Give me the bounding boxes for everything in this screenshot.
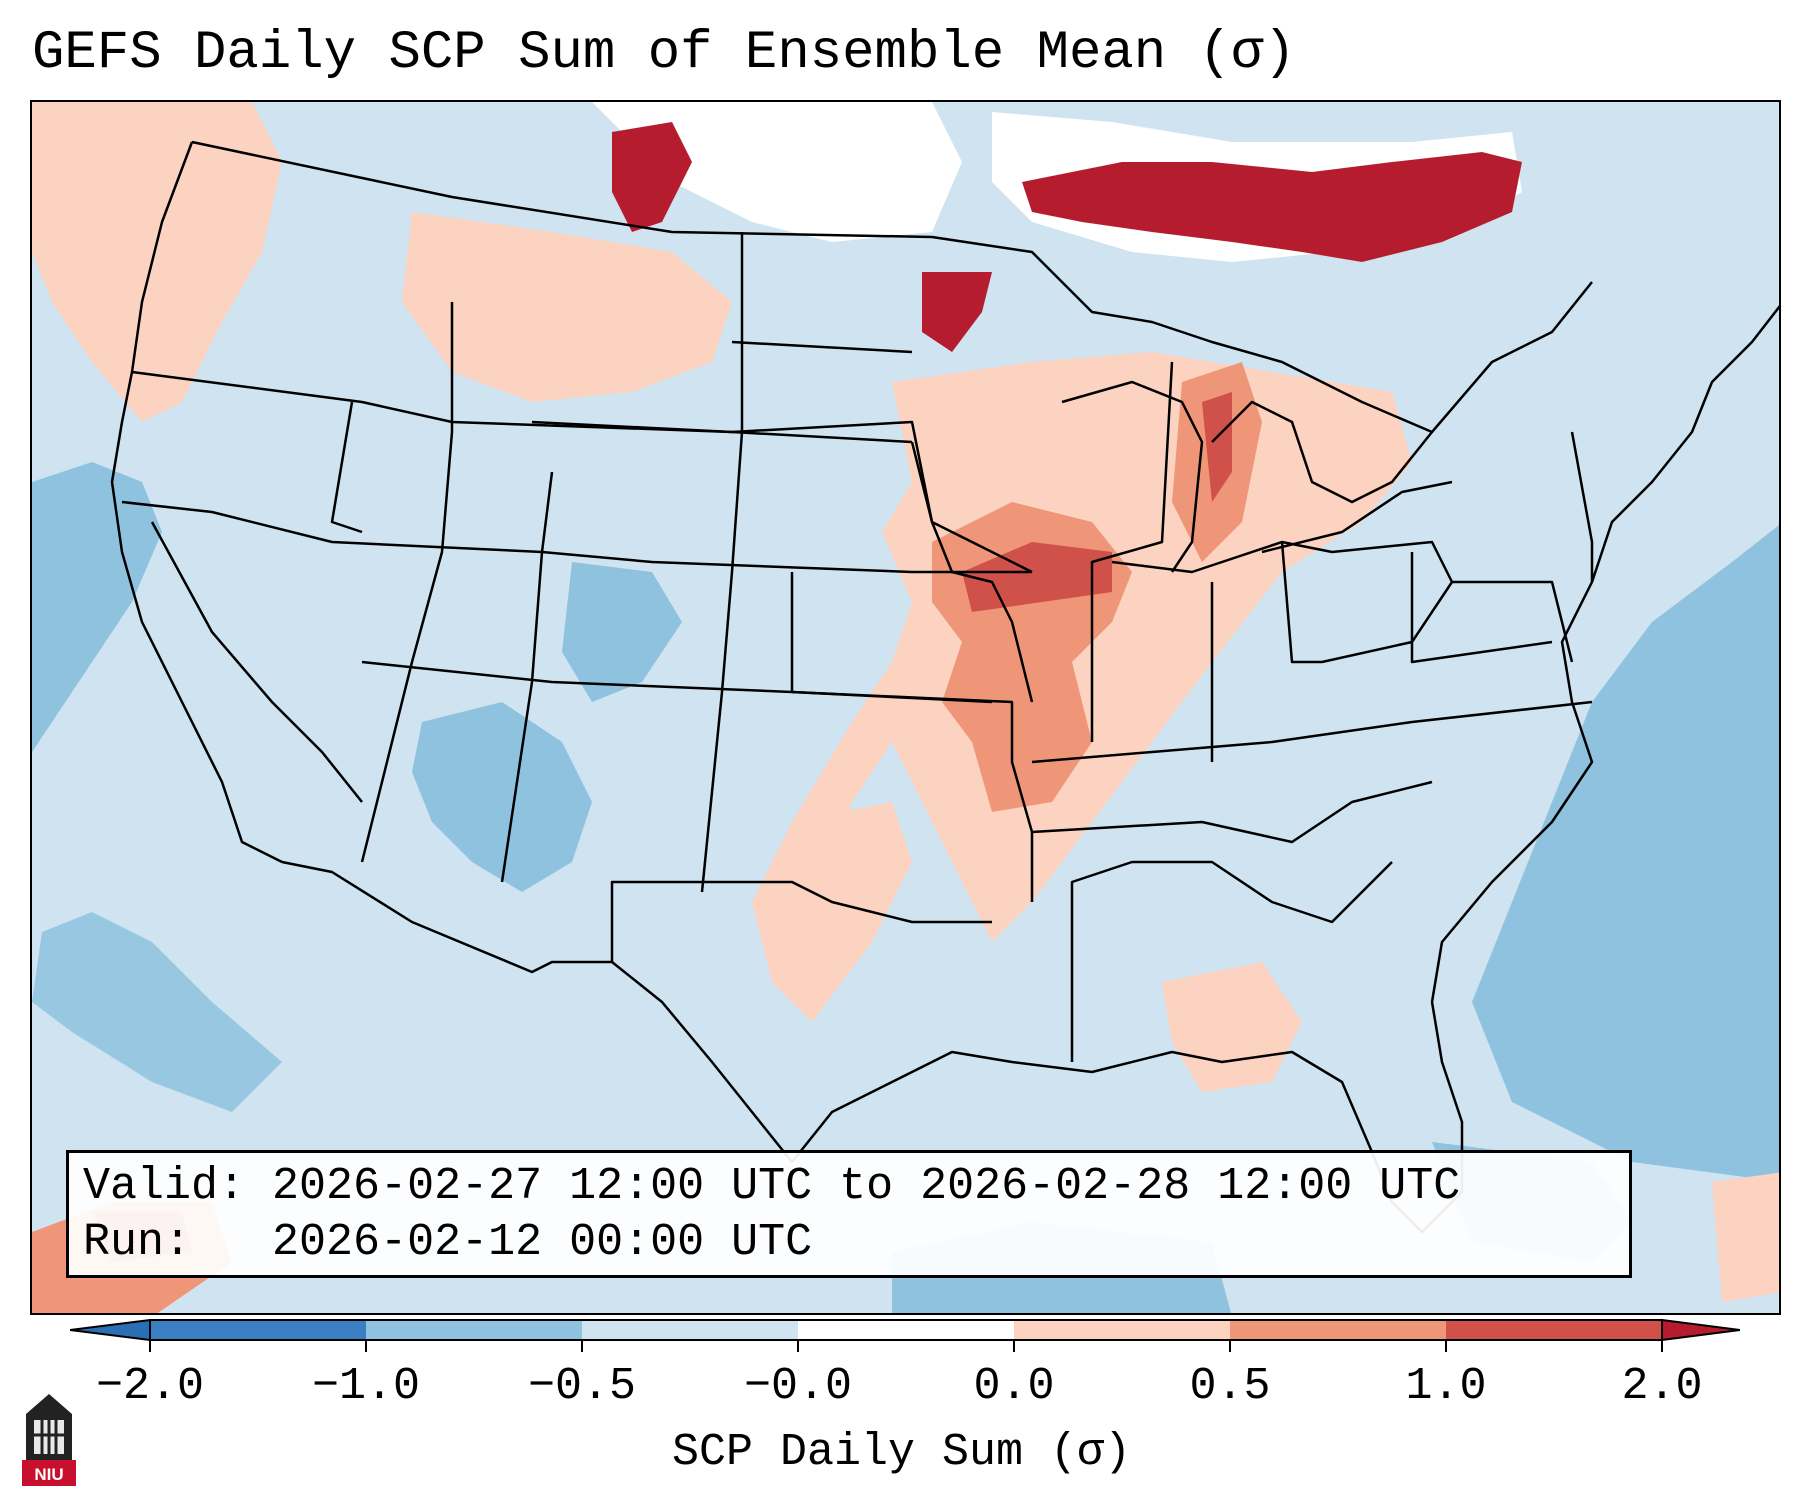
colorbar-segment-2: [366, 1320, 582, 1340]
colorbar-label: SCP Daily Sum (σ): [671, 1427, 1132, 1478]
colorbar-tick-marks: [149, 1340, 1663, 1352]
state-line-8: [700, 232, 744, 893]
colorbar-extend-high: [1661, 1318, 1740, 1342]
colorbar-segment-7: [1446, 1320, 1662, 1340]
colorbar-outline: [149, 1319, 1663, 1341]
ontario-max-anomaly: [1022, 152, 1522, 262]
state-line-7: [500, 471, 554, 883]
state-line-4: [330, 401, 363, 534]
missouri-stronger-anomaly: [972, 662, 1092, 812]
state-borders: [110, 140, 1779, 1234]
manitoba-max-anomaly: [922, 272, 992, 352]
run-label: Run:: [83, 1217, 192, 1268]
colorbar-tick-label: 0.5: [1189, 1361, 1271, 1412]
colorbar-tick-label: −2.0: [95, 1361, 205, 1412]
atlantic-coast: [1430, 305, 1779, 1003]
chart-title: GEFS Daily SCP Sum of Ensemble Mean (σ): [32, 23, 1296, 84]
map-panel: [30, 100, 1781, 1315]
us-west-coast: [110, 141, 283, 864]
valid-info-box: Valid: 2026-02-27 12:00 UTC to 2026-02-2…: [66, 1150, 1632, 1278]
state-line-19: [1410, 431, 1594, 664]
texas-positive-anomaly: [752, 802, 912, 1022]
state-line-13: [910, 441, 1034, 703]
valid-text: 2026-02-27 12:00 UTC to 2026-02-28 12:00…: [272, 1161, 1461, 1212]
colorbar-segment-3: [582, 1320, 798, 1340]
colorbar: [70, 1318, 1740, 1352]
bottom-right-positive-anomaly: [1712, 1172, 1779, 1302]
state-line-10: [731, 340, 913, 354]
colorado-negative-anomaly: [562, 562, 682, 702]
wisconsin-max-anomaly: [1202, 392, 1232, 502]
midwest-positive-anomaly: [792, 352, 1412, 942]
canada-us-border: [191, 140, 1593, 434]
state-line-20: [1090, 361, 1174, 742]
logo-text: NIU: [34, 1465, 63, 1484]
pacific-negative-anomaly: [32, 462, 162, 752]
colorbar-tick-label: −0.5: [527, 1361, 637, 1412]
state-line-16: [1031, 700, 1593, 764]
state-line-15: [1070, 860, 1393, 1062]
great-lakes: [1061, 380, 1453, 573]
run-text: 2026-02-12 00:00 UTC: [272, 1217, 813, 1268]
colorbar-segment-5: [1014, 1320, 1230, 1340]
state-line-9: [531, 420, 1033, 574]
southwest-negative-anomaly: [412, 702, 592, 892]
state-line-5: [360, 302, 454, 863]
saskatchewan-max-anomaly: [612, 122, 692, 232]
colorbar-segment-4: [798, 1320, 1014, 1340]
valid-row: Valid: 2026-02-27 12:00 UTC to 2026-02-2…: [83, 1159, 1615, 1215]
pacific-negative-anomaly-south: [32, 912, 282, 1112]
us-mexico-border: [281, 860, 793, 1163]
colorbar-tick-label: −1.0: [311, 1361, 421, 1412]
colorbar-tick-label: 1.0: [1405, 1361, 1487, 1412]
logo-banner: [22, 1460, 76, 1486]
atlantic-negative-anomaly: [1472, 525, 1779, 1182]
colorbar-tick-label: −0.0: [743, 1361, 853, 1412]
canada-white-patch-west: [592, 102, 962, 242]
niu-logo: NIU: [22, 1394, 76, 1486]
colorbar-segment-6: [1230, 1320, 1446, 1340]
state-line-14: [1031, 780, 1433, 844]
colorbar-tick-label: 2.0: [1621, 1361, 1703, 1412]
northwest-positive-anomaly: [32, 102, 282, 422]
state-line-11: [790, 572, 1034, 902]
run-row: Run: 2026-02-12 00:00 UTC: [83, 1215, 1615, 1271]
state-line-17: [1111, 540, 1454, 762]
colorbar-extend-low: [70, 1318, 151, 1342]
colorbar-segment-1: [150, 1320, 366, 1340]
state-line-3: [150, 521, 363, 803]
gulf-positive-anomaly: [1162, 962, 1302, 1092]
valid-label: Valid:: [83, 1161, 246, 1212]
colorbar-tick-label: 0.0: [973, 1361, 1055, 1412]
state-line-12: [610, 880, 992, 962]
map-canvas: [32, 102, 1779, 1313]
montana-positive-anomaly: [402, 212, 732, 402]
